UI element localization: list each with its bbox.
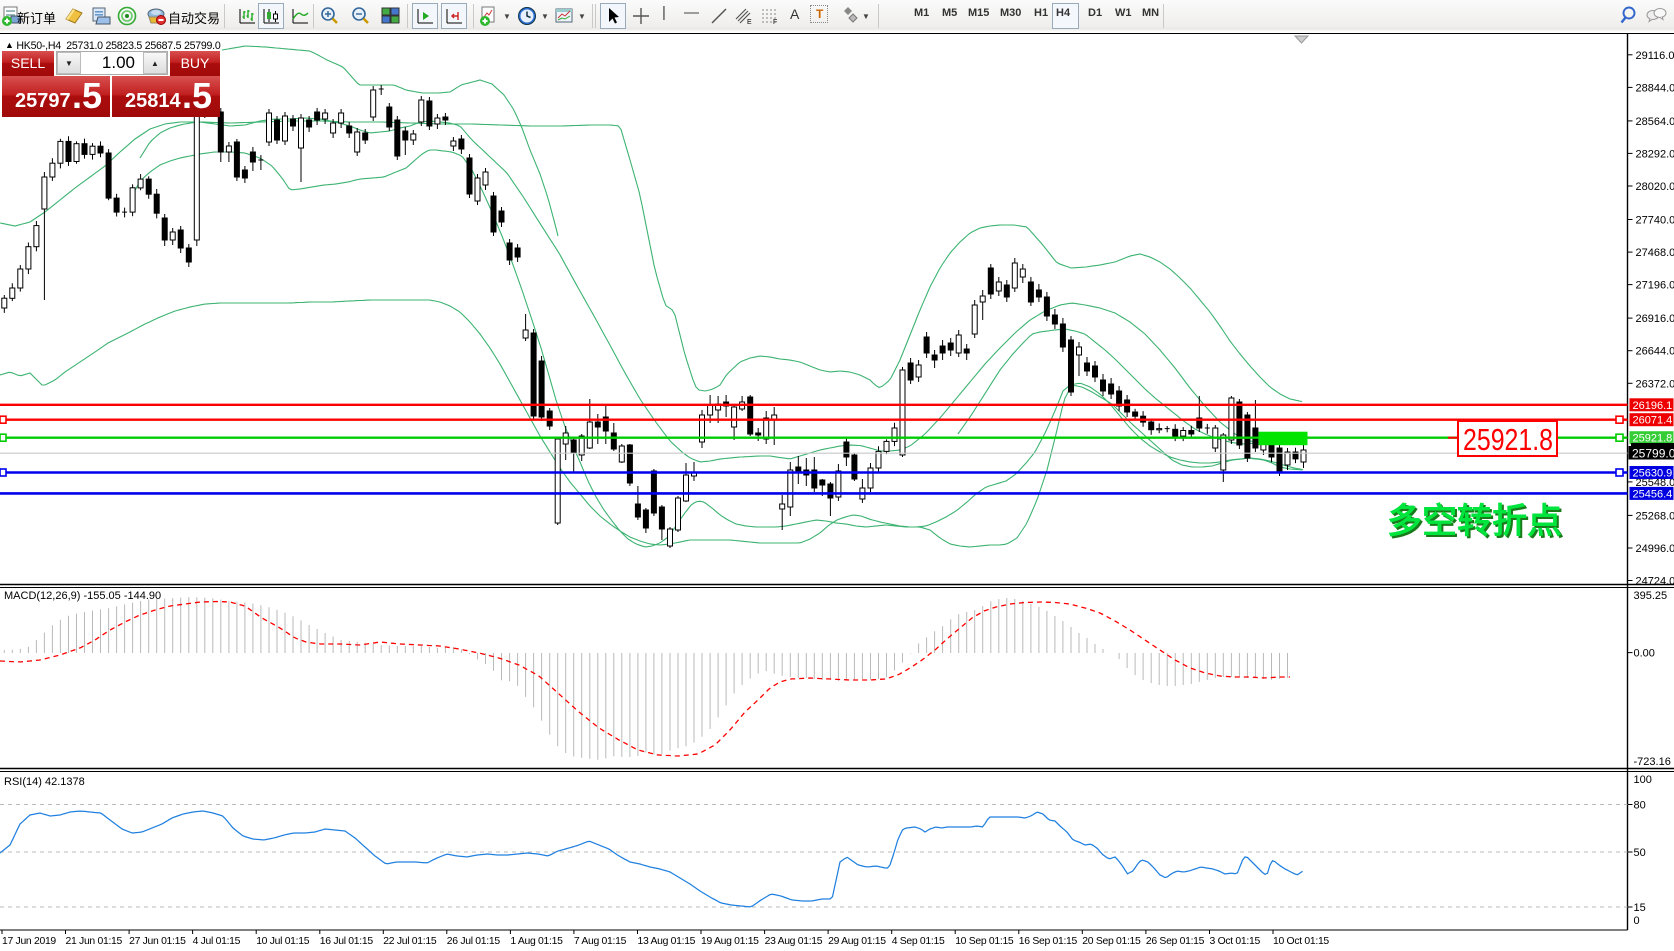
svg-text:10 Jul 01:15: 10 Jul 01:15 (256, 936, 310, 947)
svg-text:25921.8: 25921.8 (1463, 422, 1553, 457)
svg-text:24996.0: 24996.0 (1636, 543, 1674, 555)
svg-text:0.00: 0.00 (1634, 648, 1655, 660)
svg-text:4 Jul 01:15: 4 Jul 01:15 (193, 936, 241, 947)
svg-text:MACD(12,26,9) -155.05 -144.90: MACD(12,26,9) -155.05 -144.90 (4, 590, 161, 602)
svg-text:-723.16: -723.16 (1634, 756, 1671, 768)
svg-text:26 Jul 01:15: 26 Jul 01:15 (447, 936, 501, 947)
svg-text:RSI(14) 42.1378: RSI(14) 42.1378 (4, 776, 85, 788)
svg-text:26196.1: 26196.1 (1633, 400, 1673, 412)
svg-text:16 Jul 01:15: 16 Jul 01:15 (320, 936, 374, 947)
svg-text:100: 100 (1634, 774, 1652, 786)
svg-text:21 Jun 01:15: 21 Jun 01:15 (66, 936, 123, 947)
svg-text:19 Aug 01:15: 19 Aug 01:15 (701, 936, 759, 947)
svg-text:28844.0: 28844.0 (1636, 82, 1674, 94)
svg-text:25456.4: 25456.4 (1633, 488, 1673, 500)
svg-text:10 Oct 01:15: 10 Oct 01:15 (1273, 936, 1329, 947)
svg-text:0: 0 (1634, 915, 1640, 927)
svg-text:16 Sep 01:15: 16 Sep 01:15 (1019, 936, 1078, 947)
svg-text:27468.0: 27468.0 (1636, 247, 1674, 259)
svg-text:多空转折点: 多空转折点 (1387, 502, 1562, 541)
svg-text:17 Jun 2019: 17 Jun 2019 (2, 936, 56, 947)
svg-text:27 Jun 01:15: 27 Jun 01:15 (129, 936, 186, 947)
svg-text:13 Aug 01:15: 13 Aug 01:15 (638, 936, 696, 947)
svg-text:24724.0: 24724.0 (1636, 576, 1674, 588)
svg-text:23 Aug 01:15: 23 Aug 01:15 (765, 936, 823, 947)
svg-text:395.25: 395.25 (1634, 590, 1668, 602)
svg-text:29116.0: 29116.0 (1636, 50, 1674, 62)
svg-text:80: 80 (1634, 800, 1646, 812)
svg-text:28292.0: 28292.0 (1636, 148, 1674, 160)
svg-text:25548.0: 25548.0 (1636, 477, 1674, 489)
svg-text:4 Sep 01:15: 4 Sep 01:15 (892, 936, 945, 947)
svg-text:26 Sep 01:15: 26 Sep 01:15 (1146, 936, 1205, 947)
svg-text:26644.0: 26644.0 (1636, 346, 1674, 358)
svg-text:多空转折点: 多空转折点 (1389, 504, 1564, 543)
svg-text:28564.0: 28564.0 (1636, 116, 1674, 128)
svg-text:F: F (773, 19, 777, 26)
svg-text:15: 15 (1634, 902, 1646, 914)
svg-text:26071.4: 26071.4 (1633, 415, 1673, 427)
svg-text:10 Sep 01:15: 10 Sep 01:15 (955, 936, 1014, 947)
svg-text:26372.0: 26372.0 (1636, 378, 1674, 390)
svg-text:3 Oct 01:15: 3 Oct 01:15 (1210, 936, 1261, 947)
svg-text:1 Aug 01:15: 1 Aug 01:15 (510, 936, 563, 947)
svg-text:25921.8: 25921.8 (1633, 433, 1673, 445)
svg-text:E: E (747, 19, 752, 26)
svg-text:28020.0: 28020.0 (1636, 181, 1674, 193)
svg-text:27740.0: 27740.0 (1636, 215, 1674, 227)
svg-text:20 Sep 01:15: 20 Sep 01:15 (1082, 936, 1141, 947)
svg-text:27196.0: 27196.0 (1636, 280, 1674, 292)
svg-text:25268.0: 25268.0 (1636, 510, 1674, 522)
svg-text:22 Jul 01:15: 22 Jul 01:15 (383, 936, 437, 947)
svg-text:25630.9: 25630.9 (1633, 468, 1673, 480)
svg-text:26916.0: 26916.0 (1636, 313, 1674, 325)
svg-text:29 Aug 01:15: 29 Aug 01:15 (828, 936, 886, 947)
svg-text:50: 50 (1634, 847, 1646, 859)
svg-text:7 Aug 01:15: 7 Aug 01:15 (574, 936, 627, 947)
svg-text:25799.0: 25799.0 (1632, 447, 1674, 461)
